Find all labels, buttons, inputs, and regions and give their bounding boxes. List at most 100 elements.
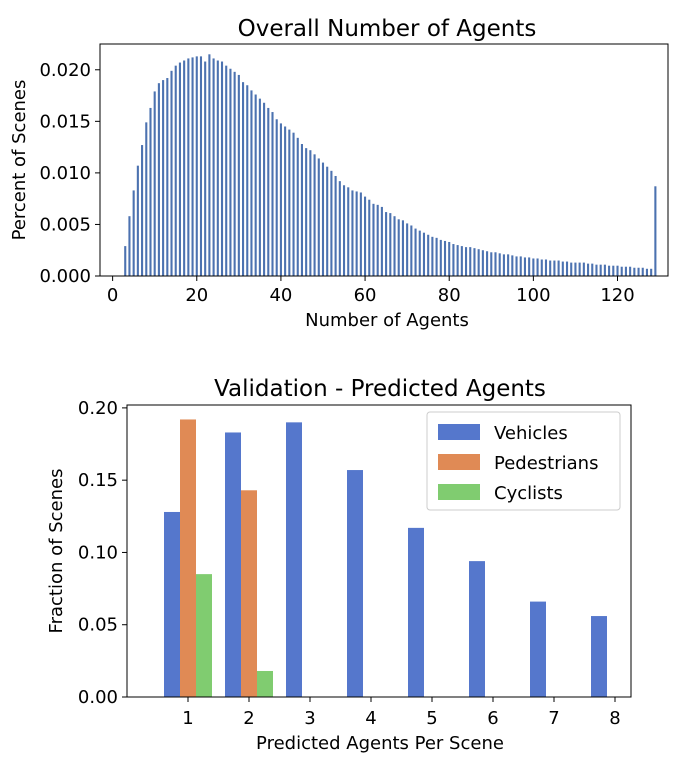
y-tick-label: 0.020	[39, 60, 91, 81]
histogram-bar	[557, 260, 560, 276]
histogram-bar	[174, 65, 177, 277]
histogram-bar	[145, 122, 148, 276]
histogram-bar	[124, 246, 127, 276]
histogram-bar	[368, 199, 371, 276]
histogram-bar	[616, 265, 619, 276]
x-tick-label: 0	[107, 285, 118, 306]
bar-pedestrians	[180, 419, 196, 697]
histogram-bar	[254, 94, 257, 277]
histogram-bar	[406, 223, 409, 276]
histogram-bar	[624, 266, 627, 276]
chart2-legend: Vehicles Pedestrians Cyclists	[426, 411, 621, 511]
x-tick-label: 6	[487, 708, 498, 729]
histogram-bar	[418, 230, 421, 276]
histogram-bar	[532, 258, 535, 276]
histogram-bar	[225, 65, 228, 277]
histogram-bar	[435, 237, 438, 276]
chart2-x-ticks: 1 2 3 4 5 6 7 8	[182, 697, 621, 729]
chart2-y-axis-label: Fraction of Scenes	[46, 469, 67, 634]
histogram-bar	[469, 247, 472, 276]
histogram-bar	[157, 83, 160, 277]
x-tick-label: 2	[243, 708, 254, 729]
chart1-x-axis-label: Number of Agents	[305, 310, 469, 331]
histogram-bar	[275, 119, 278, 277]
histogram-bar	[477, 249, 480, 276]
histogram-bar	[456, 245, 459, 276]
histogram-bar	[204, 61, 207, 276]
histogram-bar	[528, 257, 531, 276]
histogram-bar	[216, 60, 219, 276]
histogram-bar	[292, 132, 295, 276]
histogram-bar	[582, 262, 585, 276]
histogram-bar	[439, 239, 442, 276]
histogram-bar	[523, 257, 526, 276]
histogram-bar	[372, 203, 375, 276]
chart1-frame	[99, 43, 669, 277]
legend-swatch-cyclists	[438, 484, 480, 500]
grouped-bar-chart: Validation - Predicted Agents 1 2 3 4 5 6 7 8 0…	[46, 376, 632, 754]
histogram-bar	[591, 263, 594, 276]
histogram-bar	[570, 262, 573, 276]
chart2-x-axis-label: Predicted Agents Per Scene	[256, 733, 504, 754]
histogram-bar	[136, 165, 139, 276]
histogram-bar	[401, 220, 404, 276]
histogram-bar	[342, 185, 346, 276]
histogram-bar	[178, 62, 181, 277]
x-tick-label: 20	[185, 285, 208, 306]
histogram-bar	[561, 261, 564, 276]
y-tick-label: 0.000	[39, 266, 91, 287]
histogram-bar	[641, 267, 644, 276]
histogram-bar	[296, 137, 299, 276]
x-tick-label: 1	[182, 708, 193, 729]
histogram-bar	[330, 170, 333, 276]
legend-label-pedestrians: Pedestrians	[494, 453, 598, 474]
chart2-bars	[164, 419, 607, 697]
y-tick-label: 0.10	[78, 542, 118, 563]
histogram-bar	[486, 251, 489, 276]
histogram-bar	[351, 190, 354, 276]
histogram-bar	[393, 216, 396, 276]
chart1-title: Overall Number of Agents	[238, 16, 537, 42]
bar-vehicles	[469, 561, 485, 697]
histogram-bar	[258, 98, 261, 277]
histogram-bar	[389, 213, 392, 276]
x-tick-label: 120	[600, 285, 634, 306]
histogram-bar	[490, 252, 493, 276]
histogram-bar	[246, 85, 249, 277]
legend-label-vehicles: Vehicles	[494, 423, 568, 444]
histogram-bar	[183, 60, 186, 276]
histogram-bar	[141, 145, 144, 276]
histogram-bar	[422, 232, 426, 276]
histogram-bar	[279, 123, 282, 277]
bar-cyclists	[196, 574, 212, 697]
histogram-bar	[212, 58, 215, 276]
histogram-bar	[507, 254, 510, 276]
histogram-bar	[380, 206, 383, 276]
histogram-bar	[347, 187, 350, 276]
histogram-bar	[326, 166, 329, 276]
histogram-bar	[448, 241, 451, 276]
histogram-bar	[540, 259, 543, 276]
x-tick-label: 40	[269, 285, 292, 306]
chart2-title: Validation - Predicted Agents	[214, 376, 546, 402]
y-tick-label: 0.010	[39, 163, 91, 184]
histogram-bar	[242, 82, 245, 277]
histogram-bar	[443, 240, 447, 276]
histogram-bar	[519, 256, 522, 276]
chart1-x-ticks: 0 20 40 60 80 100 120	[107, 276, 635, 306]
histogram-bar	[233, 71, 236, 276]
histogram-bar	[650, 268, 653, 276]
histogram-bar	[629, 266, 632, 276]
histogram-bar	[565, 261, 569, 276]
histogram-bar	[473, 248, 476, 276]
histogram-bar	[515, 256, 518, 276]
y-tick-label: 0.00	[78, 687, 118, 708]
histogram-bar	[208, 54, 211, 277]
histogram-bar	[309, 150, 312, 276]
histogram-bar	[608, 265, 611, 276]
histogram-bar	[603, 264, 606, 276]
histogram-bar	[267, 107, 270, 277]
histogram-bar	[574, 262, 577, 276]
histogram-bar	[553, 260, 556, 276]
histogram-bar	[633, 267, 636, 276]
